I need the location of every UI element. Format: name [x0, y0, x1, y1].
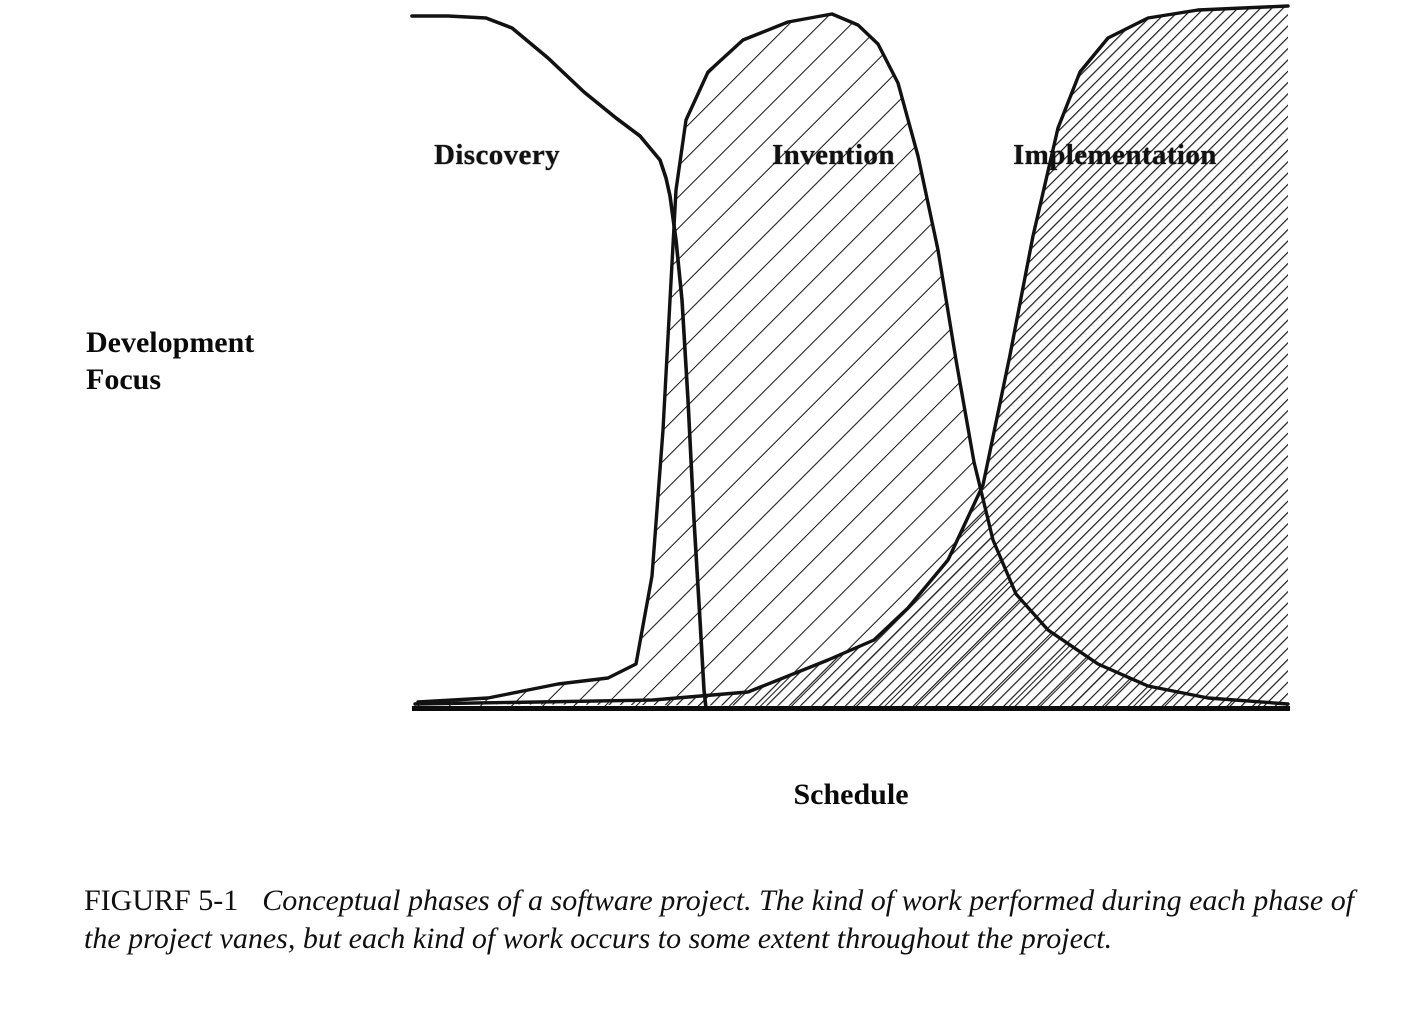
figure-caption-text: Conceptual phases of a software project.…: [84, 884, 1355, 955]
y-axis-title-line-2: Focus: [86, 362, 161, 396]
chart-plot-area: [408, 0, 1294, 716]
implementation-area: [415, 6, 1288, 708]
invention-area: [418, 14, 1288, 708]
phase-label-invention: Invention: [772, 139, 895, 171]
figure-caption-label: FIGURF 5-1: [84, 884, 239, 917]
discovery-curve: [410, 14, 708, 710]
phase-label-implementation: Implementation: [1013, 139, 1217, 171]
invention-outline: [416, 12, 1290, 706]
phase-curves-chart: [410, 4, 1290, 711]
phase-label-discovery: Discovery: [434, 139, 561, 171]
y-axis-title: Development Focus: [86, 325, 386, 398]
x-axis-title: Schedule: [793, 778, 909, 811]
figure-caption: FIGURF 5-1 Conceptual phases of a softwar…: [84, 882, 1356, 957]
y-axis-title-line-1: Development: [86, 326, 255, 359]
